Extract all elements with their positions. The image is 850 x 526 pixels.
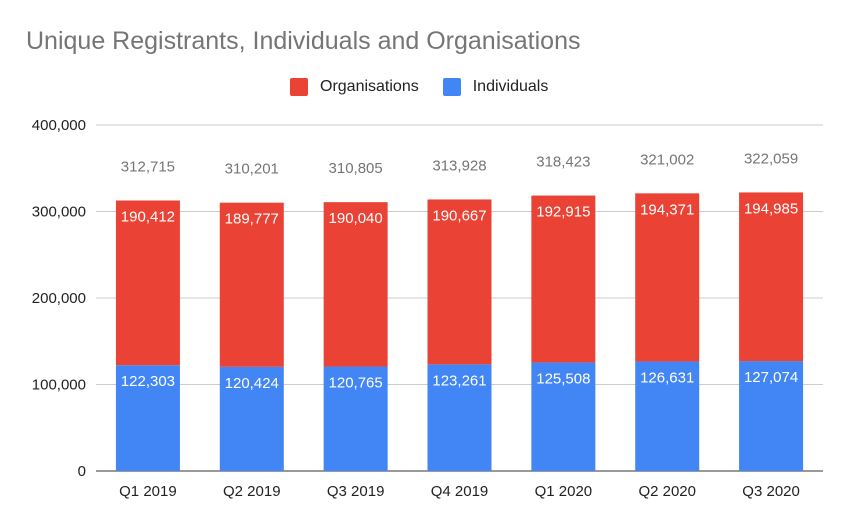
bar-organisations bbox=[323, 202, 388, 367]
total-label: 313,928 bbox=[432, 157, 486, 174]
data-label-organisations: 192,915 bbox=[536, 204, 590, 221]
bar-individuals bbox=[323, 366, 388, 471]
legend-item-individuals: Individuals bbox=[442, 78, 549, 96]
total-label: 310,805 bbox=[329, 160, 383, 177]
legend-swatch-organisations bbox=[290, 78, 308, 96]
data-label-individuals: 120,424 bbox=[225, 375, 279, 392]
data-label-individuals: 120,765 bbox=[329, 375, 383, 392]
data-label-organisations: 194,985 bbox=[744, 200, 798, 217]
x-tick-label: Q3 2019 bbox=[327, 483, 385, 500]
bar-organisations bbox=[115, 200, 180, 366]
bar-organisations bbox=[531, 195, 596, 363]
total-label: 310,201 bbox=[225, 161, 279, 178]
x-tick-label: Q1 2019 bbox=[119, 483, 177, 500]
y-tick-label: 400,000 bbox=[32, 117, 86, 134]
bar-organisations bbox=[635, 193, 700, 362]
bar-organisations bbox=[427, 199, 492, 365]
y-tick-label: 0 bbox=[78, 463, 86, 480]
legend-label-organisations: Organisations bbox=[320, 78, 419, 95]
total-label: 318,423 bbox=[536, 154, 590, 171]
data-label-organisations: 189,777 bbox=[225, 211, 279, 228]
x-tick-label: Q3 2020 bbox=[742, 483, 800, 500]
legend: Organisations Individuals bbox=[290, 78, 572, 96]
chart-title: Unique Registrants, Individuals and Orga… bbox=[26, 27, 581, 55]
legend-swatch-individuals bbox=[442, 78, 461, 96]
x-tick-label: Q1 2020 bbox=[535, 483, 593, 500]
bar-individuals bbox=[219, 366, 284, 471]
bar-individuals bbox=[427, 364, 492, 471]
total-label: 322,059 bbox=[744, 150, 798, 167]
legend-label-individuals: Individuals bbox=[472, 78, 549, 95]
total-label: 321,002 bbox=[640, 151, 694, 168]
bar-individuals bbox=[115, 365, 180, 471]
bar-organisations bbox=[739, 192, 804, 362]
bar-individuals bbox=[531, 362, 596, 471]
x-tick-label: Q2 2019 bbox=[223, 483, 281, 500]
y-tick-label: 100,000 bbox=[32, 377, 86, 394]
y-tick-label: 200,000 bbox=[32, 290, 86, 307]
bar-organisations bbox=[219, 202, 284, 367]
data-label-individuals: 127,074 bbox=[744, 369, 798, 386]
data-label-organisations: 190,667 bbox=[432, 207, 486, 224]
data-label-individuals: 125,508 bbox=[536, 370, 590, 387]
total-label: 312,715 bbox=[121, 159, 175, 176]
data-label-organisations: 194,371 bbox=[640, 201, 694, 218]
legend-item-organisations: Organisations bbox=[290, 78, 419, 96]
bar-individuals bbox=[739, 361, 804, 471]
data-label-individuals: 126,631 bbox=[640, 369, 694, 386]
data-label-individuals: 122,303 bbox=[121, 373, 175, 390]
x-tick-label: Q2 2020 bbox=[638, 483, 696, 500]
data-label-organisations: 190,412 bbox=[121, 209, 175, 226]
data-label-organisations: 190,040 bbox=[329, 210, 383, 227]
data-label-individuals: 123,261 bbox=[432, 372, 486, 389]
y-tick-label: 300,000 bbox=[32, 204, 86, 221]
bar-individuals bbox=[635, 361, 700, 471]
x-tick-label: Q4 2019 bbox=[431, 483, 489, 500]
